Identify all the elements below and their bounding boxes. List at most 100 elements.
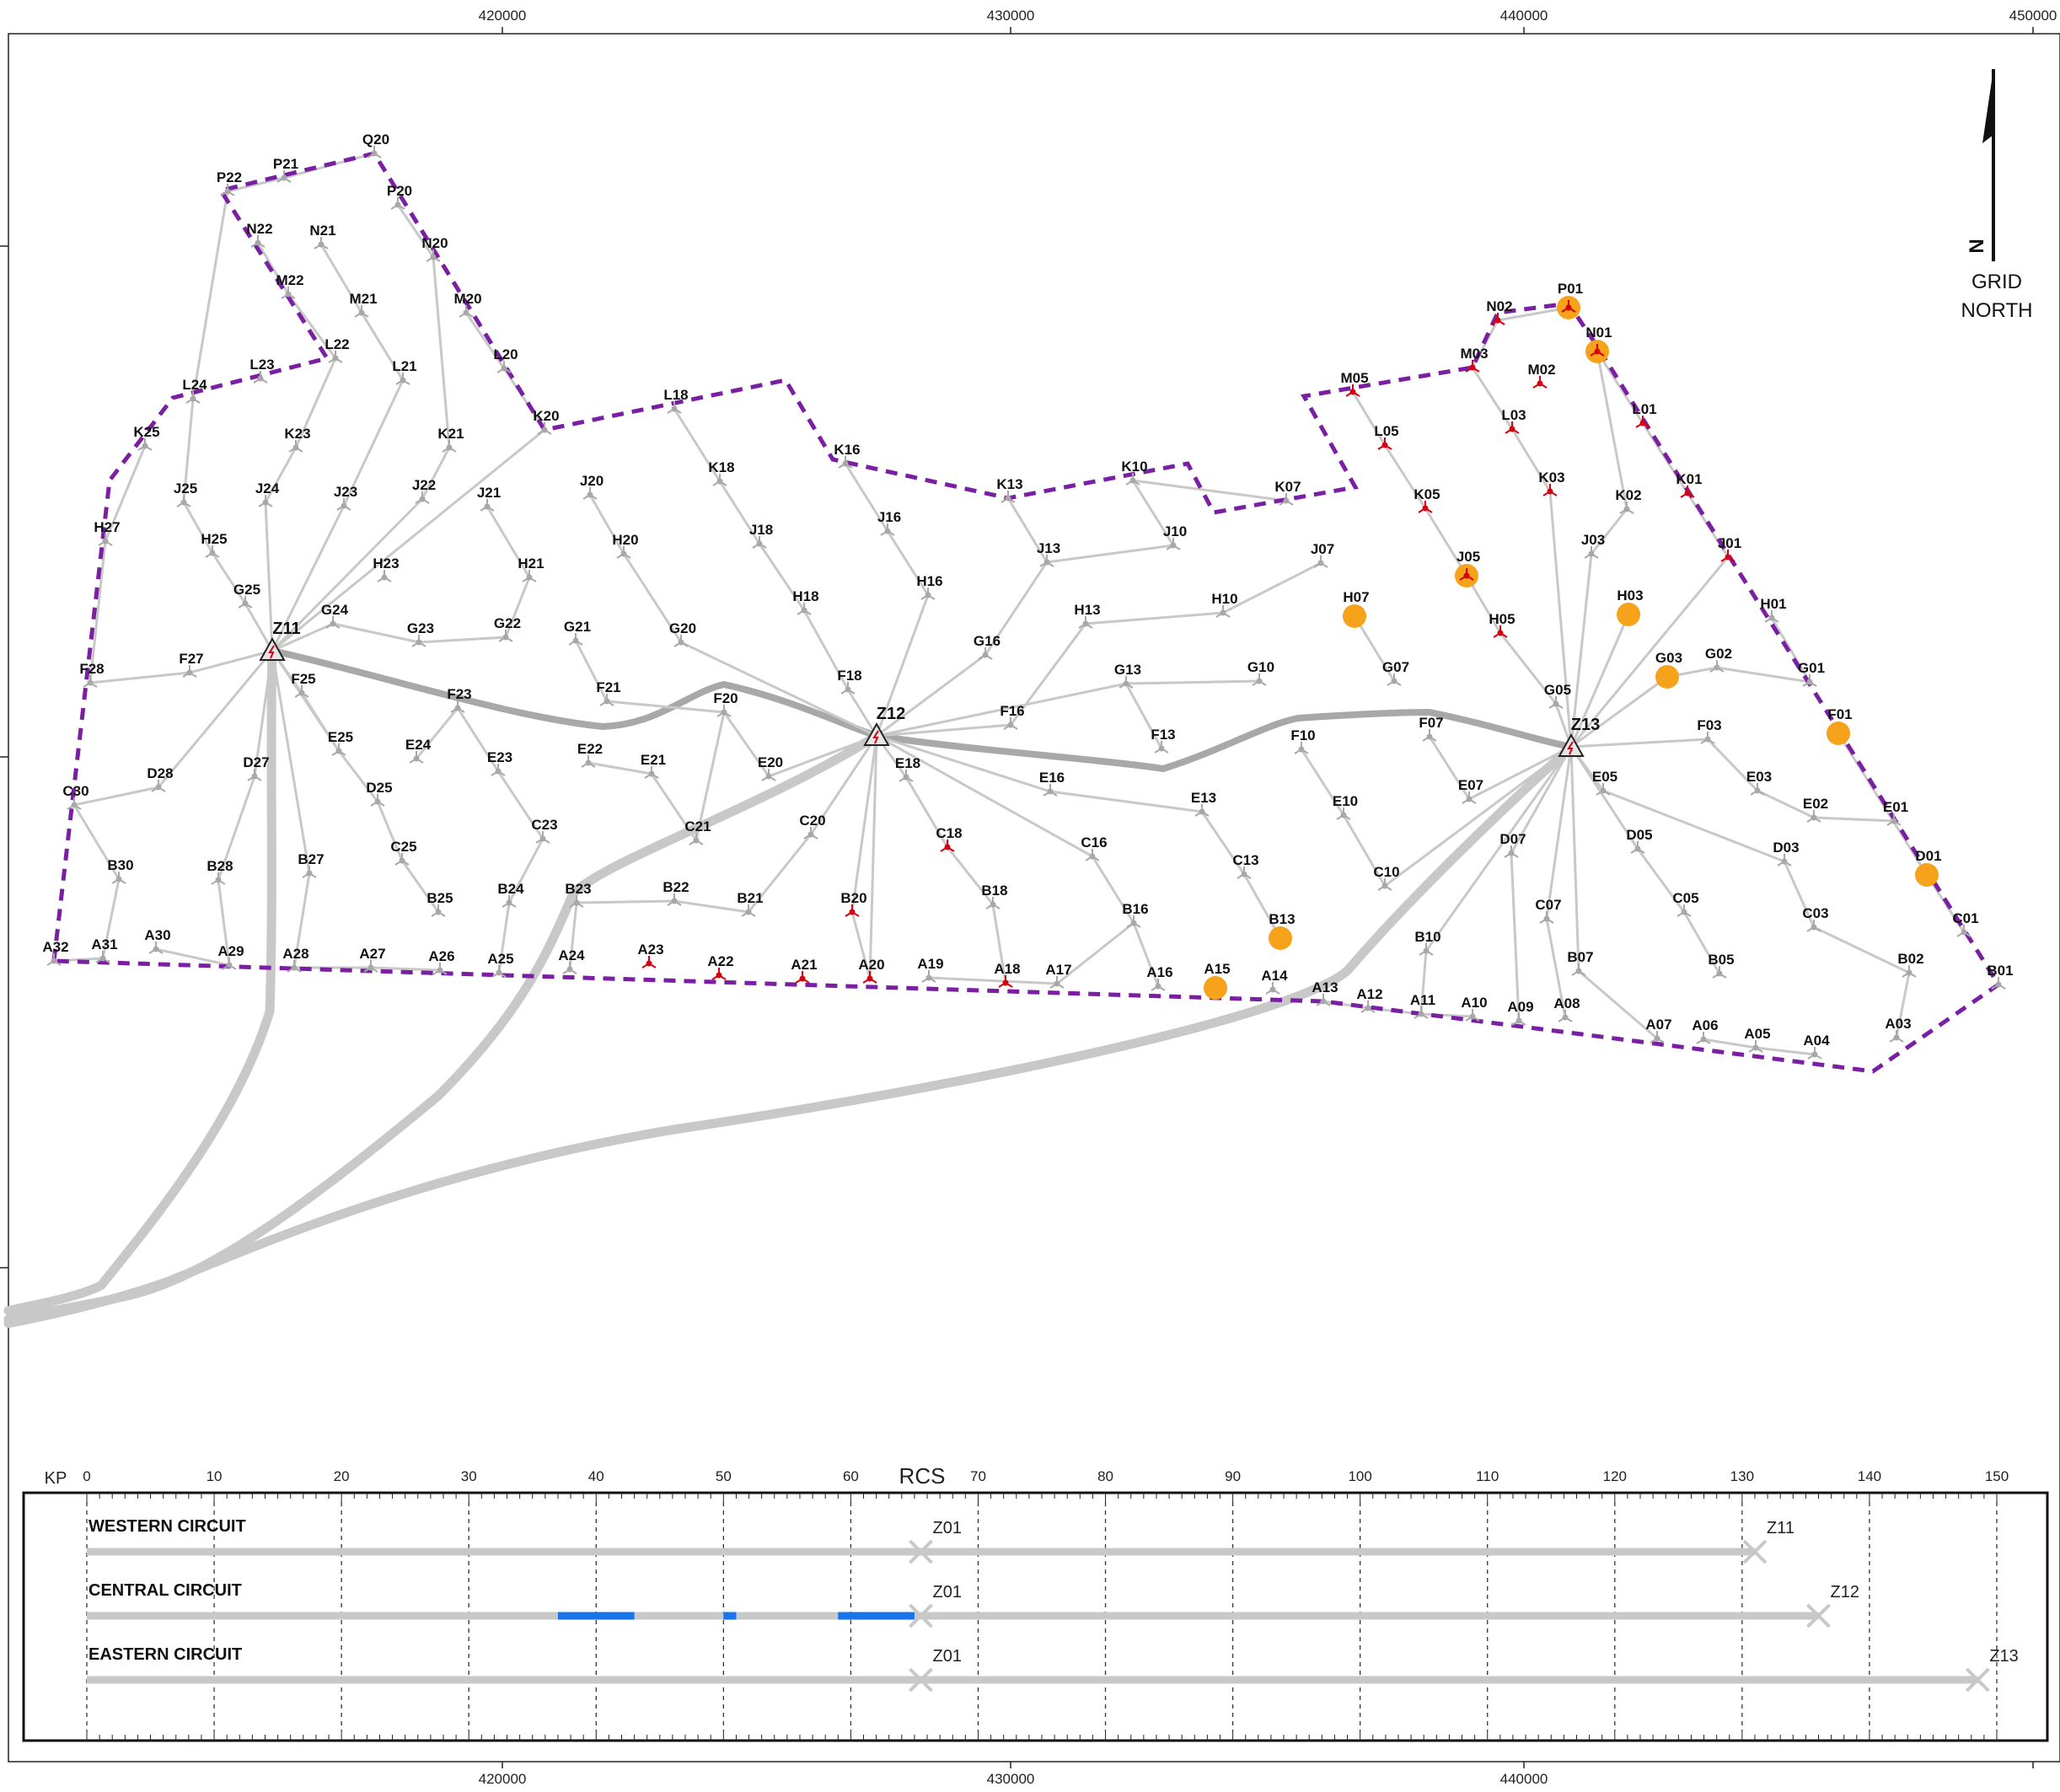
turbine-l23[interactable]: L23 [249,357,275,384]
turbine-h20[interactable]: H20 [612,532,639,559]
turbine-k13[interactable]: K13 [996,476,1023,503]
turbine-f03[interactable]: F03 [1697,717,1722,744]
turbine-a17[interactable]: A17 [1045,962,1072,989]
turbine-e22[interactable]: E22 [577,741,603,768]
turbine-c16[interactable]: C16 [1081,834,1108,861]
turbine-h25[interactable]: H25 [201,531,228,558]
turbine-p21[interactable]: P21 [273,156,298,183]
turbine-b27[interactable]: B27 [298,851,325,878]
turbine-h16[interactable]: H16 [916,573,943,600]
turbine-red-a21[interactable]: A21 [791,957,818,984]
turbine-p20[interactable]: P20 [387,183,412,210]
turbine-a28[interactable]: A28 [282,946,309,973]
turbine-e07[interactable]: E07 [1458,777,1483,804]
turbine-b07[interactable]: B07 [1567,949,1594,976]
turbine-g16[interactable]: G16 [974,633,1000,660]
turbine-j03[interactable]: J03 [1581,532,1605,559]
turbine-n20[interactable]: N20 [421,235,448,262]
turbine-j07[interactable]: J07 [1311,541,1334,568]
turbine-d28[interactable]: D28 [147,765,174,792]
turbine-j24[interactable]: J24 [255,480,280,507]
turbine-f16[interactable]: F16 [1000,703,1025,730]
turbine-c10[interactable]: C10 [1373,864,1400,891]
turbine-a30[interactable]: A30 [144,927,171,954]
turbine-g25[interactable]: G25 [233,582,260,609]
turbine-red-j01[interactable]: J01 [1718,535,1741,562]
turbine-a07[interactable]: A07 [1645,1017,1672,1044]
turbine-b21[interactable]: B21 [737,890,764,917]
turbine-c13[interactable]: C13 [1232,852,1259,879]
turbine-b02[interactable]: B02 [1897,951,1924,978]
turbine-orange-d01[interactable]: D01 [1915,848,1942,887]
turbine-j23[interactable]: J23 [334,484,357,511]
turbine-a19[interactable]: A19 [917,956,944,983]
turbine-g22[interactable]: G22 [494,615,521,642]
turbine-a26[interactable]: A26 [428,948,455,975]
turbine-a24[interactable]: A24 [558,947,585,974]
turbine-f07[interactable]: F07 [1419,715,1444,742]
turbine-red-a18[interactable]: A18 [994,961,1021,988]
turbine-k20[interactable]: K20 [533,408,560,435]
turbine-f10[interactable]: F10 [1290,727,1316,754]
turbine-h13[interactable]: H13 [1074,602,1101,629]
turbine-k23[interactable]: K23 [284,426,311,453]
turbine-k10[interactable]: K10 [1121,459,1148,486]
turbine-f13[interactable]: F13 [1151,727,1176,754]
turbine-h21[interactable]: H21 [518,555,545,582]
turbine-j20[interactable]: J20 [580,473,604,500]
turbine-h23[interactable]: H23 [373,555,400,582]
turbine-a03[interactable]: A03 [1885,1016,1912,1043]
turbine-red-b20[interactable]: B20 [840,890,867,917]
turbine-b25[interactable]: B25 [426,890,453,917]
turbine-a27[interactable]: A27 [359,946,386,973]
turbine-h01[interactable]: H01 [1760,596,1787,623]
turbine-k18[interactable]: K18 [708,459,735,486]
turbine-c01[interactable]: C01 [1952,910,1979,937]
turbine-b22[interactable]: B22 [663,879,689,906]
turbine-m22[interactable]: M22 [276,272,304,299]
turbine-k21[interactable]: K21 [437,426,464,453]
turbine-j13[interactable]: J13 [1037,540,1060,567]
turbine-g20[interactable]: G20 [669,620,696,647]
turbine-j10[interactable]: J10 [1163,523,1187,550]
turbine-k02[interactable]: K02 [1615,487,1642,514]
turbine-g23[interactable]: G23 [407,620,434,647]
turbine-c03[interactable]: C03 [1802,905,1829,932]
turbine-g10[interactable]: G10 [1247,659,1274,686]
turbine-a05[interactable]: A05 [1744,1026,1771,1053]
turbine-red-m05[interactable]: M05 [1340,370,1369,397]
turbine-orange-n01[interactable]: N01 [1585,325,1612,363]
turbine-g01[interactable]: G01 [1798,660,1825,687]
turbine-b16[interactable]: B16 [1122,901,1149,928]
turbine-g24[interactable]: G24 [321,602,349,629]
turbine-e21[interactable]: E21 [641,752,666,779]
turbine-red-h05[interactable]: H05 [1489,611,1515,638]
turbine-g13[interactable]: G13 [1114,662,1141,689]
substation-z12[interactable]: Z12 [863,705,905,746]
turbine-a14[interactable]: A14 [1261,968,1288,995]
turbine-h27[interactable]: H27 [94,519,121,546]
turbine-c05[interactable]: C05 [1672,890,1699,917]
turbine-j21[interactable]: J21 [477,485,501,512]
turbine-f18[interactable]: F18 [837,668,862,695]
turbine-n21[interactable]: N21 [309,223,336,249]
turbine-a08[interactable]: A08 [1553,995,1580,1022]
turbine-d05[interactable]: D05 [1626,827,1653,854]
turbine-f28[interactable]: F28 [79,661,105,688]
turbine-a29[interactable]: A29 [217,943,244,970]
rcs-circuit-row[interactable]: WESTERN CIRCUIT Z01 Z11 [87,1517,1794,1564]
turbine-k07[interactable]: K07 [1274,479,1301,506]
turbine-a13[interactable]: A13 [1312,979,1338,1006]
turbine-red-k05[interactable]: K05 [1414,486,1440,513]
turbine-g05[interactable]: G05 [1544,682,1571,709]
turbine-g21[interactable]: G21 [564,619,591,646]
rcs-circuit-row[interactable]: CENTRAL CIRCUIT Z01 Z12 [87,1581,1859,1628]
turbine-k16[interactable]: K16 [834,442,861,469]
turbine-red-a20[interactable]: A20 [858,957,885,984]
turbine-n22[interactable]: N22 [246,221,273,248]
turbine-a09[interactable]: A09 [1507,999,1534,1026]
turbine-red-n02[interactable]: N02 [1486,298,1513,325]
turbine-a04[interactable]: A04 [1803,1033,1830,1060]
turbine-h10[interactable]: H10 [1211,591,1238,618]
turbine-c20[interactable]: C20 [799,813,826,840]
